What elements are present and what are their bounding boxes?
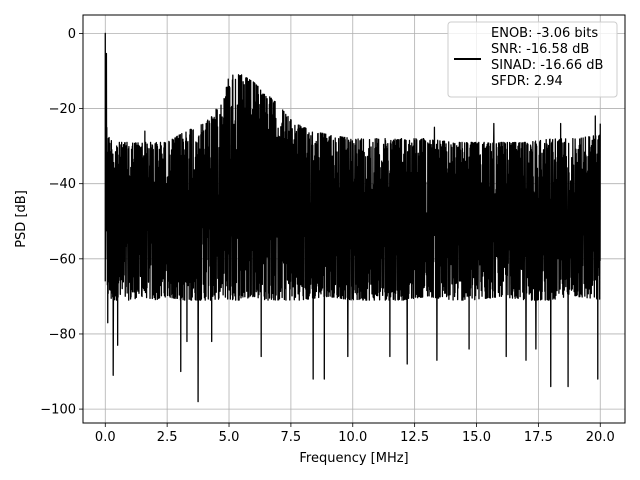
x-tick-label: 17.5 xyxy=(524,430,553,445)
y-axis-ticks: 0 −20 −40 −60 −80 −100 xyxy=(40,27,83,418)
y-tick-label: −60 xyxy=(49,252,76,267)
x-tick-label: 0.0 xyxy=(95,430,116,445)
psd-series-line xyxy=(104,32,601,403)
plot-frame xyxy=(82,14,626,424)
x-axis-ticks: 0.0 2.5 5.0 7.5 10.0 12.5 15.0 17.5 20.0 xyxy=(95,423,615,445)
y-tick-label: −100 xyxy=(40,403,76,418)
y-axis-label: PSD [dB] xyxy=(14,190,29,248)
x-tick-label: 10.0 xyxy=(338,430,367,445)
x-tick-label: 20.0 xyxy=(586,430,615,445)
legend-entry-snr: SNR: -16.58 dB xyxy=(491,42,589,57)
x-tick-label: 15.0 xyxy=(462,430,491,445)
y-tick-label: 0 xyxy=(68,27,76,42)
legend-box xyxy=(447,21,618,98)
y-tick-label: −20 xyxy=(49,102,76,117)
x-tick-label: 2.5 xyxy=(157,430,178,445)
y-tick-label: −80 xyxy=(49,327,76,342)
legend: ENOB: -3.06 bits SNR: -16.58 dB SINAD: -… xyxy=(447,21,618,98)
legend-entry-enob: ENOB: -3.06 bits xyxy=(491,26,598,41)
y-tick-label: −40 xyxy=(49,177,76,192)
psd-trace xyxy=(104,32,601,403)
x-tick-label: 5.0 xyxy=(219,430,240,445)
x-axis-label: Frequency [MHz] xyxy=(299,451,408,466)
x-tick-label: 12.5 xyxy=(400,430,429,445)
x-tick-label: 7.5 xyxy=(281,430,302,445)
legend-entry-sinad: SINAD: -16.66 dB xyxy=(491,58,603,73)
legend-entry-sfdr: SFDR: 2.94 xyxy=(491,74,563,89)
